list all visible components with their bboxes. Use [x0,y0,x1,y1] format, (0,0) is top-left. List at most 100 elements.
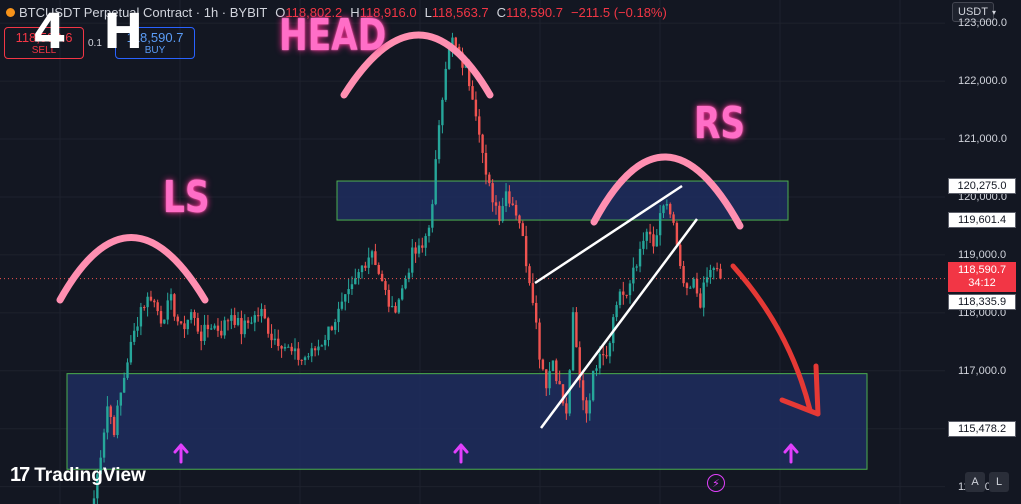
current-price-value: 118,590.7 [957,264,1007,276]
candle-body [669,204,672,215]
candle-body [548,371,551,389]
candle-body [384,281,387,290]
candle-body [360,265,364,273]
candle-body [588,400,591,414]
candle-body [427,227,431,237]
candle-body [350,284,354,290]
candle-body [300,359,303,361]
candle-body [320,345,323,347]
wedge-lower-line [539,218,699,429]
candle-body [126,362,129,378]
candle-body [665,204,669,206]
candle-body [692,278,695,288]
candle-body [658,213,662,236]
log-scale-button[interactable]: L [989,472,1009,492]
up-arrow-icon [783,443,799,464]
candle-body [250,322,253,324]
candle-body [501,206,504,222]
candle-body [323,339,327,346]
candle-body [699,293,702,308]
candle-body [494,202,498,206]
candle-body [638,248,642,267]
candle-body [695,278,699,294]
candle-body [481,134,484,153]
candle-body [153,300,156,303]
axis-tick-label: 123,000.0 [958,17,1007,30]
sell-button[interactable]: 118,590.6 SELL [4,27,84,59]
head-arc [340,31,494,99]
candle-body [119,392,122,406]
symbol-title[interactable]: BTCUSDT Perpetual Contract · 1h · BYBIT [19,4,268,20]
resistance-zone [336,180,789,221]
candle-body [682,266,685,284]
ohlc-change-value: −211.5 (−0.18%) [570,4,667,20]
candle-body [226,320,230,322]
candle-body [102,432,106,458]
candle-body [578,347,581,381]
auto-scale-button[interactable]: A [965,472,985,492]
candle-body [233,315,236,325]
candle-body [133,330,136,342]
candle-body [129,341,133,363]
candle-body [317,346,320,351]
buy-button[interactable]: 118,590.7 BUY [115,27,195,59]
buy-price: 118,590.7 [126,30,184,45]
candle-body [424,236,427,248]
candle-body [169,294,173,301]
candle-body [608,343,612,357]
candle-body [407,272,411,279]
candle-body [404,278,407,289]
candle-body [387,289,390,307]
candle-body [421,245,424,248]
axis-tick-label: 119,000.0 [958,248,1007,261]
candle-body [354,278,357,285]
lower-zone-bottom-tag: 115,478.2 [948,421,1016,437]
tradingview-logo[interactable]: 17 TradingView [10,464,146,487]
candle-body [186,319,189,330]
candle-body [236,317,240,325]
candle-body [179,321,183,324]
candle-body [310,348,313,357]
candle-body [337,308,340,323]
candle-body [240,317,243,335]
drawings [0,31,945,464]
spread-value: 0.1 [88,38,102,49]
candle-body [256,315,260,317]
wedge-upper-line [534,184,683,285]
candle-body [364,265,367,268]
timeframe-annotation: 4 H [33,4,154,60]
candle-body [374,251,377,265]
support-zone [66,373,868,470]
candle-body [417,245,421,254]
candle-body [176,316,179,322]
candle-body [675,222,679,245]
candle-body [568,370,571,414]
candle-body [307,356,310,358]
ohlc-o-key: O [275,4,286,20]
candle-body [200,331,203,341]
candle-body [112,417,116,436]
left-shoulder-label: LS [163,172,210,223]
candle-body [347,289,350,295]
candle-body [484,152,488,175]
candle-body [491,183,494,203]
candle-body [518,215,521,224]
candle-body [558,381,561,385]
currency-selector[interactable]: USDT ▾ [952,2,996,22]
candle-body [595,368,598,371]
candle-body [551,360,555,372]
upper-zone-top-tag: 120,275.0 [948,178,1016,194]
candle-body [615,305,618,318]
candle-body [263,308,267,319]
candle-body [220,330,223,336]
symbol-header: BTCUSDT Perpetual Contract · 1h · BYBIT … [6,3,667,21]
candle-body [99,457,102,475]
lightning-icon[interactable]: ⚡ [707,474,725,492]
candle-body [431,204,434,228]
candle-body [139,307,143,327]
candle-body [243,320,246,335]
candle-body [531,283,535,303]
bearish-arrow-head [779,363,821,417]
